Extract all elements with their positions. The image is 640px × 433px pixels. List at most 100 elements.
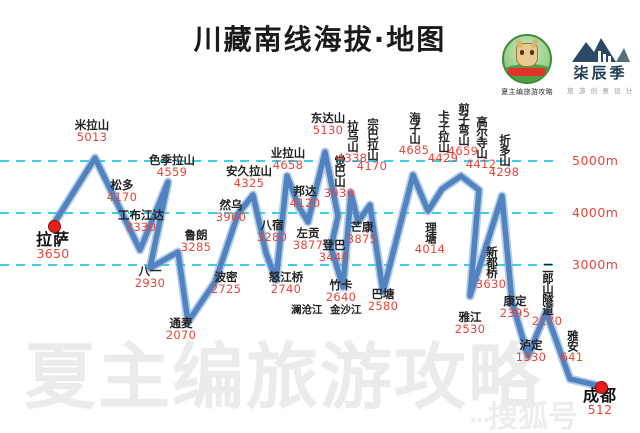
point-elevation: 4325	[233, 175, 265, 190]
page-title: 川藏南线海拔·地图	[193, 23, 447, 56]
point-label-16: 东达山 5130	[310, 111, 346, 136]
point-elevation: 5013	[76, 129, 108, 144]
watermark-sohu: ⋯搜狐号	[470, 392, 578, 433]
logo-xiazhubian: 夏主编旅游攻略	[501, 34, 553, 97]
point-elevation: 3650	[36, 246, 70, 262]
point-label-2: 松多 4170	[106, 178, 138, 204]
point-label-6: 鲁朗 3285	[180, 228, 212, 254]
point-name: 剪子弯山	[456, 103, 471, 145]
point-name: 左贡	[296, 226, 320, 240]
point-name: 觉巴山	[332, 155, 347, 187]
point-elevation: 3330	[125, 219, 157, 234]
point-label-17: 觉巴山 3930	[324, 155, 354, 199]
point-label-26: 卡子拉山 4429	[428, 110, 458, 165]
point-label-15: 左贡 3877	[292, 226, 324, 252]
point-elevation: 3630	[475, 276, 507, 291]
point-name: 松多	[110, 178, 134, 192]
point-label-32: 康定 2395	[499, 294, 531, 320]
city-marker-dot	[47, 219, 61, 233]
point-label-4: 色季拉山 4559	[149, 153, 195, 178]
point-elevation: 3280	[256, 229, 288, 244]
point-elevation: 2170	[531, 313, 563, 328]
point-name: 米拉山	[74, 118, 110, 132]
point-label-10: 安久拉山 4325	[226, 164, 272, 190]
axis-label-4000: 4000m	[572, 205, 619, 220]
point-elevation: 4120	[289, 195, 321, 210]
point-elevation: 2580	[367, 298, 399, 313]
point-label-31: 折多山 4298	[489, 134, 519, 178]
point-elevation: 4429	[427, 151, 459, 165]
point-label-11: 八宿 3280	[256, 219, 288, 244]
point-name: 安久拉山	[226, 164, 272, 178]
point-elevation: 3877	[292, 237, 324, 252]
axis-label-3000: 3000m	[572, 257, 619, 272]
logo-xiazhubian-caption: 夏主编旅游攻略	[501, 88, 554, 96]
point-elevation: 2725	[210, 281, 242, 296]
city-marker-dot	[594, 380, 608, 394]
axis-label-5000: 5000m	[572, 153, 619, 168]
point-name: 邦达	[293, 184, 317, 198]
point-label-7: 通麦 2070	[165, 316, 197, 342]
point-name: 拉萨	[35, 230, 71, 249]
point-name: 成都	[582, 386, 618, 405]
point-name: 宗巴拉山	[365, 118, 380, 160]
point-label-25: 理塘 4014	[415, 222, 445, 256]
watermark-sohu-text: 搜狐号	[488, 401, 578, 433]
point-elevation: 4170	[356, 159, 388, 173]
point-name: 工布江达	[118, 208, 164, 222]
point-name: 然乌	[219, 198, 243, 212]
point-elevation: 4659	[447, 144, 479, 158]
point-label-0: 拉萨 3650	[35, 230, 71, 262]
cow-badge-icon	[502, 34, 553, 84]
point-label-20: 拉乌山 4338	[337, 120, 367, 164]
point-label-23: 巴塘 2580	[367, 288, 399, 313]
point-name: 通麦	[169, 316, 193, 330]
point-label-9: 然乌 3960	[216, 198, 246, 223]
point-label-29: 雅江 2530	[455, 311, 485, 335]
point-label-14: 邦达 4120	[289, 184, 321, 210]
point-elevation: 4338	[336, 150, 368, 165]
point-label-1: 米拉山 5013	[74, 118, 110, 144]
point-label-21: 芒康 3875	[347, 220, 377, 245]
route-line-core	[50, 149, 603, 389]
point-label-35: 雅安 641	[561, 330, 584, 364]
point-name: 折多山	[497, 134, 512, 166]
point-label-18: 登巴 3440	[319, 239, 349, 263]
point-name: 海子山	[407, 112, 422, 144]
point-name: 色季拉山	[149, 153, 195, 167]
river-label-lancangjiang: 澜沧江	[291, 304, 323, 316]
point-name: 雅安	[565, 330, 580, 351]
point-name: 波密	[214, 270, 238, 284]
point-label-13: 业拉山 4658	[270, 146, 306, 171]
point-label-34: 二郎山隧道 2170	[532, 262, 562, 327]
point-elevation: 3285	[180, 239, 212, 254]
point-label-22: 宗巴拉山 4170	[357, 118, 387, 173]
point-name: 二郎山隧道	[540, 262, 555, 315]
point-label-5: 八一 2930	[135, 264, 165, 289]
point-elevation: 4298	[488, 164, 520, 179]
point-name: 东达山	[310, 111, 346, 125]
point-name: 鲁朗	[184, 228, 208, 242]
point-name: 竹卡	[329, 278, 353, 292]
point-name: 业拉山	[270, 146, 306, 160]
point-elevation: 512	[587, 402, 613, 418]
point-label-27: 剪子弯山 4659	[448, 103, 478, 158]
point-elevation: 1330	[515, 349, 547, 364]
point-name: 芒康	[350, 220, 374, 234]
point-elevation: 2070	[165, 327, 197, 342]
point-name: 拉乌山	[345, 120, 360, 152]
point-label-12: 怒江桥 2740	[268, 270, 304, 295]
point-name: 八一	[138, 264, 162, 278]
point-elevation: 4170	[106, 189, 138, 204]
point-elevation: 2395	[499, 305, 531, 320]
point-label-30: 新都桥 3630	[476, 246, 506, 290]
point-name: 康定	[503, 294, 527, 308]
point-name: 怒江桥	[268, 270, 304, 284]
logo-qichenji-name: 柒辰季	[573, 64, 628, 82]
point-name: 卡子拉山	[436, 110, 451, 152]
point-label-33: 泸定 1330	[515, 339, 547, 364]
point-label-36: 成都 512	[582, 386, 618, 418]
point-elevation: 4014	[414, 242, 446, 256]
